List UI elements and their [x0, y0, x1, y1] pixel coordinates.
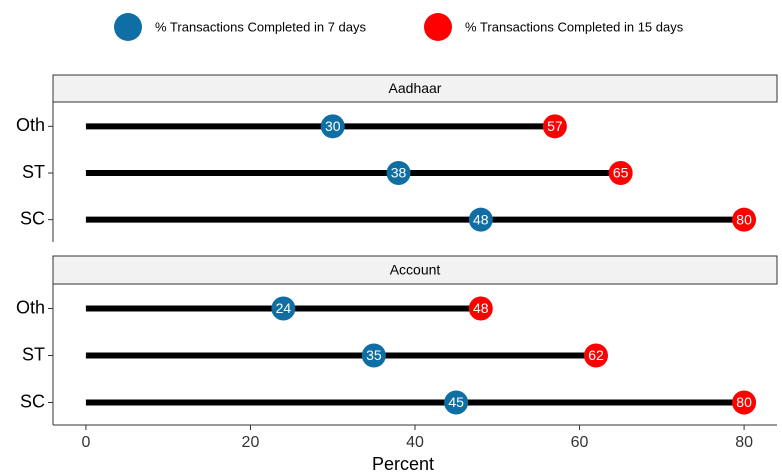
dot: [608, 161, 633, 185]
facet-strip: [52, 74, 778, 103]
data-label: 48: [473, 300, 489, 316]
dot: [386, 161, 411, 185]
y-tick-label: SC: [20, 208, 45, 228]
data-label: 65: [613, 165, 629, 181]
data-label: 35: [366, 347, 382, 363]
y-tick-label: Oth: [16, 115, 45, 135]
data-label: 45: [448, 394, 464, 410]
x-tick-label: 60: [571, 434, 589, 451]
dot: [361, 343, 386, 368]
legend-label: % Transactions Completed in 15 days: [465, 19, 684, 34]
dot: [444, 390, 469, 415]
y-tick-label: ST: [22, 344, 45, 364]
dot: [542, 114, 567, 139]
dot: [320, 114, 345, 139]
x-tick-label: 0: [81, 434, 90, 451]
dot: [584, 343, 608, 368]
data-label: 30: [325, 118, 341, 134]
x-tick-label: 20: [242, 434, 260, 451]
data-label: 80: [736, 394, 752, 410]
data-label: 24: [276, 300, 292, 316]
data-label: 57: [547, 118, 563, 134]
data-label: 38: [391, 165, 407, 181]
legend-swatch: [114, 13, 142, 41]
facet-title: Account: [390, 262, 441, 278]
facet-strip: [52, 255, 778, 285]
data-label: 62: [588, 347, 604, 363]
y-tick-label: Oth: [16, 297, 45, 317]
y-tick-label: SC: [20, 391, 45, 411]
data-label: 48: [473, 211, 489, 227]
facet-title: Aadhaar: [389, 80, 442, 96]
x-tick-label: 40: [406, 434, 424, 451]
dot: [271, 296, 296, 321]
x-axis-label: Percent: [372, 454, 434, 474]
dot: [732, 390, 757, 415]
legend-label: % Transactions Completed in 7 days: [155, 19, 366, 34]
legend-swatch: [424, 13, 452, 41]
dot: [732, 207, 757, 232]
dot: [468, 296, 493, 321]
y-tick-label: ST: [22, 162, 45, 182]
data-label: 80: [736, 211, 752, 227]
dot: [468, 207, 493, 232]
x-tick-label: 80: [735, 434, 753, 451]
